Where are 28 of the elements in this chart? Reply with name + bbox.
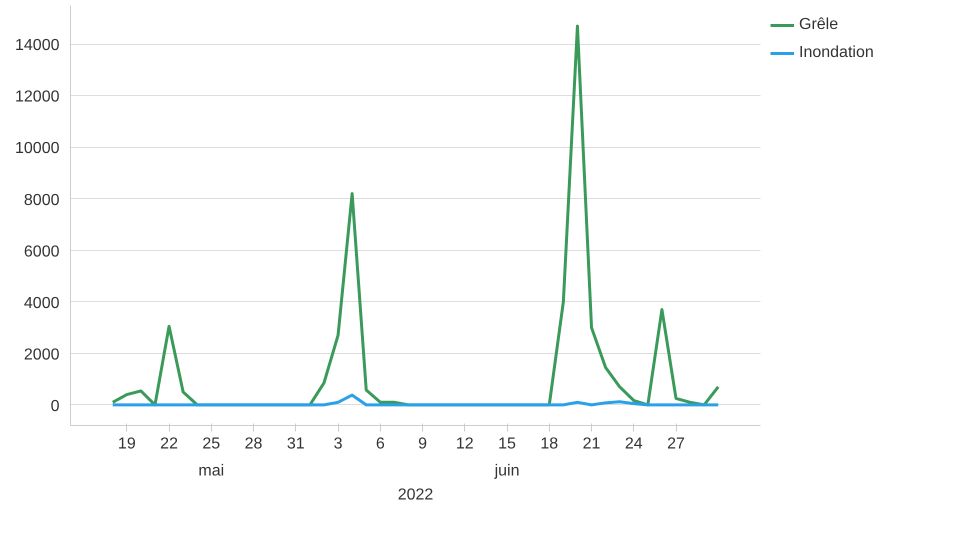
x-tick-label: 28 [244,436,263,452]
x-tick-label: 21 [582,436,601,452]
y-tick-label: 8000 [24,192,60,209]
y-tick-label: 2000 [24,346,60,364]
legend-label: Inondation [799,44,874,62]
x-tick-label: 22 [160,436,178,452]
x-tick-label: 31 [286,436,305,452]
x-tick-label: 19 [118,436,136,452]
x-tick-label: 27 [667,436,686,452]
y-tick-label: 12000 [15,88,60,106]
x-tick-label: 15 [498,436,516,452]
x-tick-label: 18 [540,436,558,452]
y-tick-label: 10000 [15,140,60,158]
y-tick-label: 14000 [15,37,60,54]
legend-label: Grêle [799,16,838,34]
y-tick-label: 4000 [24,294,60,312]
y-tick-label: 6000 [24,243,60,260]
line-series [111,394,720,406]
y-tick-label: 0 [50,398,60,415]
x-axis-title: 2022 [398,486,434,504]
x-tick-label: 25 [202,436,220,452]
x-tick-label: 6 [376,436,385,452]
text: mai [198,462,224,480]
x-tick-label: 12 [456,436,474,452]
x-tick-label: 24 [624,436,643,452]
x-tick-label: 9 [418,436,428,452]
text: juin [494,462,520,480]
x-tick-label: 3 [334,436,343,452]
